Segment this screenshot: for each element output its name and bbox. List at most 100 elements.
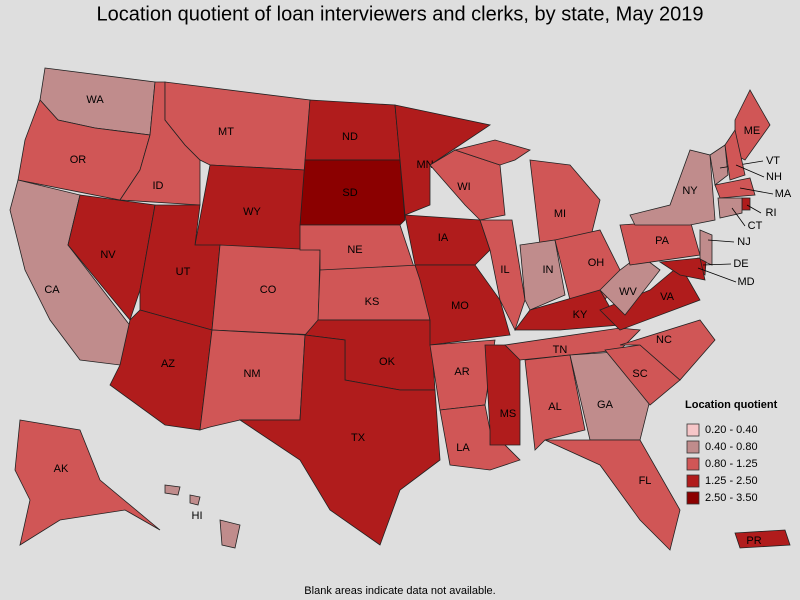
state (189, 494, 201, 506)
state-label: MA (775, 188, 792, 200)
state (453, 139, 531, 166)
state-label: IN (543, 264, 554, 276)
state (544, 439, 681, 551)
leader-line (707, 239, 735, 243)
state-label: ND (342, 131, 358, 143)
map-title: Location quotient of loan interviewers a… (96, 3, 703, 25)
state-label: AK (54, 463, 69, 475)
state-label: PR (746, 535, 761, 547)
state-label: AL (548, 401, 561, 413)
leader-line (735, 164, 765, 178)
state (709, 144, 729, 186)
state (404, 214, 491, 266)
state (519, 239, 566, 311)
state (164, 484, 181, 496)
state (714, 177, 756, 199)
legend-title: Location quotient (685, 399, 778, 411)
state (619, 319, 716, 381)
state-label: NY (682, 185, 698, 197)
leader-line (702, 263, 732, 266)
legend-label: 2.50 - 3.50 (705, 492, 758, 504)
state (299, 159, 406, 226)
state-label: ME (744, 125, 761, 137)
state-label: TX (351, 432, 366, 444)
state-label: MN (416, 159, 433, 171)
state-label: VT (766, 155, 780, 167)
state-label: DE (733, 258, 748, 270)
state-label: NC (656, 334, 672, 346)
state (219, 519, 241, 549)
state-label: MT (218, 126, 234, 138)
legend-label: 0.40 - 0.80 (705, 441, 758, 453)
footnote: Blank areas indicate data not available. (304, 585, 495, 597)
state (741, 197, 751, 211)
state-label: MS (500, 408, 517, 420)
state-label: WI (457, 181, 470, 193)
state-label: NM (243, 368, 260, 380)
state (317, 264, 431, 321)
state (724, 128, 746, 181)
legend-swatch (686, 457, 700, 471)
state-label: VA (660, 291, 675, 303)
state-label: LA (456, 442, 470, 454)
state-label: AZ (161, 358, 175, 370)
leader-line (739, 187, 774, 195)
state (529, 159, 601, 246)
legend-label: 1.25 - 2.50 (705, 475, 758, 487)
state-label: RI (766, 207, 777, 219)
legend-label: 0.80 - 1.25 (705, 458, 758, 470)
state-label: ID (153, 180, 164, 192)
state (734, 529, 791, 549)
state-label: MD (737, 276, 754, 288)
state (238, 334, 441, 546)
legend-label: 0.20 - 0.40 (705, 424, 758, 436)
state-label: OH (588, 257, 605, 269)
legend-swatch (686, 491, 700, 505)
state-label: PA (655, 235, 670, 247)
state-label: WA (86, 94, 104, 106)
state-label: MI (554, 208, 566, 220)
state-label: KS (365, 296, 380, 308)
state-label: IL (500, 264, 509, 276)
state (439, 404, 521, 471)
state-label: WV (619, 286, 637, 298)
state-label: FL (639, 475, 652, 487)
state (504, 327, 641, 361)
state-label: SD (342, 187, 357, 199)
legend-swatch (686, 474, 700, 488)
state (484, 344, 521, 446)
state-label: CO (260, 284, 277, 296)
state-label: OR (70, 154, 87, 166)
state-label: HI (192, 510, 203, 522)
state-label: WY (243, 206, 261, 218)
state (394, 104, 492, 216)
state-label: SC (632, 368, 647, 380)
leader-line (697, 267, 737, 283)
legend-swatch (686, 440, 700, 454)
leader-line (746, 204, 762, 214)
state (14, 419, 161, 546)
state-label: UT (176, 266, 191, 278)
state-label: TN (553, 344, 568, 356)
legend: 0.20 - 0.40 0.40 - 0.80 0.80 - 1.25 1.25 - … (686, 423, 758, 505)
state-label: CT (748, 220, 763, 232)
state-label: NE (347, 244, 362, 256)
state-label: NJ (737, 236, 750, 248)
state-label: KY (573, 309, 588, 321)
states: WA OR CA NV ID MT WY UT AZ CO NM ND SD NE KS OK TX MN IA MO… (9, 67, 792, 551)
state-label: NH (766, 171, 782, 183)
state-label: GA (597, 399, 614, 411)
state-label: CA (44, 284, 60, 296)
leader-line (731, 207, 746, 227)
state-label: MO (451, 300, 469, 312)
state-label: NV (100, 249, 116, 261)
state (524, 354, 586, 451)
state (629, 149, 716, 226)
state-label: IA (438, 232, 449, 244)
legend-swatch (686, 423, 700, 437)
state (658, 257, 706, 281)
state (199, 329, 306, 431)
state-label: OK (379, 356, 396, 368)
